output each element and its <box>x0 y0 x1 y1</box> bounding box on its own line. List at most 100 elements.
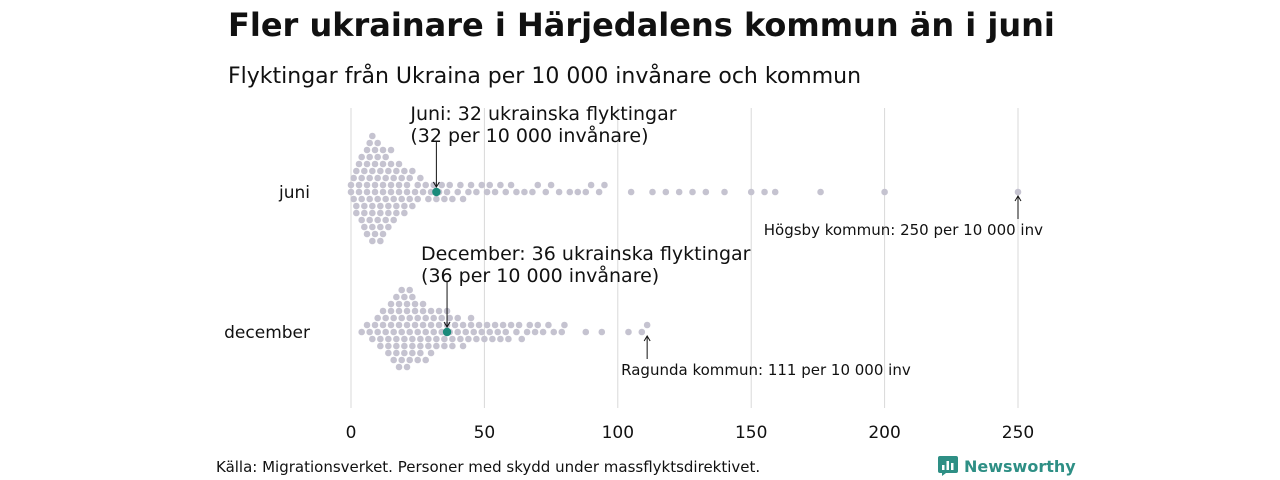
data-point <box>497 181 504 189</box>
data-point <box>425 195 432 203</box>
data-point <box>771 188 779 196</box>
data-point <box>459 321 467 329</box>
data-point <box>409 167 416 175</box>
data-point <box>483 321 491 329</box>
data-point <box>465 188 472 196</box>
data-point <box>491 188 499 196</box>
data-point <box>393 335 400 343</box>
data-point <box>395 181 403 189</box>
data-point <box>414 195 422 203</box>
data-point <box>817 188 824 196</box>
data-point <box>761 188 768 196</box>
data-point <box>366 139 373 147</box>
data-point <box>366 216 373 224</box>
data-point <box>393 167 400 175</box>
data-point <box>422 314 430 322</box>
data-point <box>662 188 670 196</box>
data-point <box>531 328 539 336</box>
data-point <box>473 335 480 343</box>
data-point <box>382 216 389 224</box>
data-point <box>475 321 483 329</box>
data-point <box>401 293 408 301</box>
data-point <box>598 328 606 336</box>
data-point <box>446 181 454 189</box>
data-point <box>363 321 371 329</box>
data-point <box>361 223 368 231</box>
data-point <box>1014 188 1022 196</box>
data-point <box>422 328 430 336</box>
data-point <box>371 160 379 168</box>
data-point <box>438 181 446 189</box>
data-point <box>494 328 502 336</box>
data-point <box>395 307 403 315</box>
data-point <box>747 188 755 196</box>
highlight-sublabel: (36 per 10 000 invånare) <box>421 264 659 287</box>
data-point <box>411 188 419 196</box>
data-point <box>390 216 397 224</box>
data-point <box>355 160 363 168</box>
newsworthy-logo[interactable]: Newsworthy <box>938 456 1076 476</box>
data-point <box>627 188 635 196</box>
data-point <box>595 188 603 196</box>
data-point <box>473 188 480 196</box>
highlight-sublabel: (32 per 10 000 invånare) <box>410 124 648 147</box>
data-point <box>379 321 387 329</box>
data-point <box>406 195 413 203</box>
data-point <box>361 202 368 210</box>
data-point <box>387 321 395 329</box>
x-tick-label: 0 <box>346 423 357 443</box>
data-point <box>379 307 387 315</box>
source-footer: Källa: Migrationsverket. Personer med sk… <box>216 458 761 476</box>
data-point <box>470 328 478 336</box>
data-point <box>406 174 413 182</box>
data-point <box>390 174 397 182</box>
data-point <box>363 160 371 168</box>
data-point <box>467 181 475 189</box>
data-point <box>550 328 558 336</box>
data-point <box>393 209 400 217</box>
data-point <box>382 195 389 203</box>
data-point <box>427 349 435 357</box>
data-point <box>417 335 424 343</box>
data-point <box>377 342 384 350</box>
data-point <box>398 195 405 203</box>
data-point <box>702 188 710 196</box>
data-point <box>366 328 373 336</box>
data-point <box>347 188 355 196</box>
data-point <box>435 321 443 329</box>
data-point <box>478 181 486 189</box>
data-point <box>419 300 427 308</box>
data-point <box>409 335 416 343</box>
data-point <box>409 349 416 357</box>
data-point <box>401 167 408 175</box>
data-point <box>385 202 392 210</box>
data-point <box>374 195 381 203</box>
data-point <box>427 321 435 329</box>
data-point <box>433 335 440 343</box>
data-point <box>409 342 416 350</box>
data-point <box>534 181 542 189</box>
data-point <box>545 321 552 329</box>
data-point <box>515 321 523 329</box>
data-point <box>374 328 381 336</box>
data-point <box>382 314 389 322</box>
data-point <box>462 328 470 336</box>
data-point <box>385 342 392 350</box>
data-point <box>419 321 427 329</box>
data-point <box>486 181 494 189</box>
data-point <box>425 342 432 350</box>
data-point <box>401 349 408 357</box>
data-point <box>459 342 467 350</box>
row-label: december <box>224 323 310 343</box>
data-point <box>523 328 531 336</box>
data-point <box>363 146 371 154</box>
data-point <box>369 237 376 245</box>
data-point <box>377 167 384 175</box>
data-point <box>393 293 400 301</box>
data-point <box>377 202 384 210</box>
data-point <box>638 328 646 336</box>
data-point <box>379 230 387 238</box>
data-point <box>398 314 405 322</box>
data-point <box>374 139 381 147</box>
data-point <box>358 195 365 203</box>
